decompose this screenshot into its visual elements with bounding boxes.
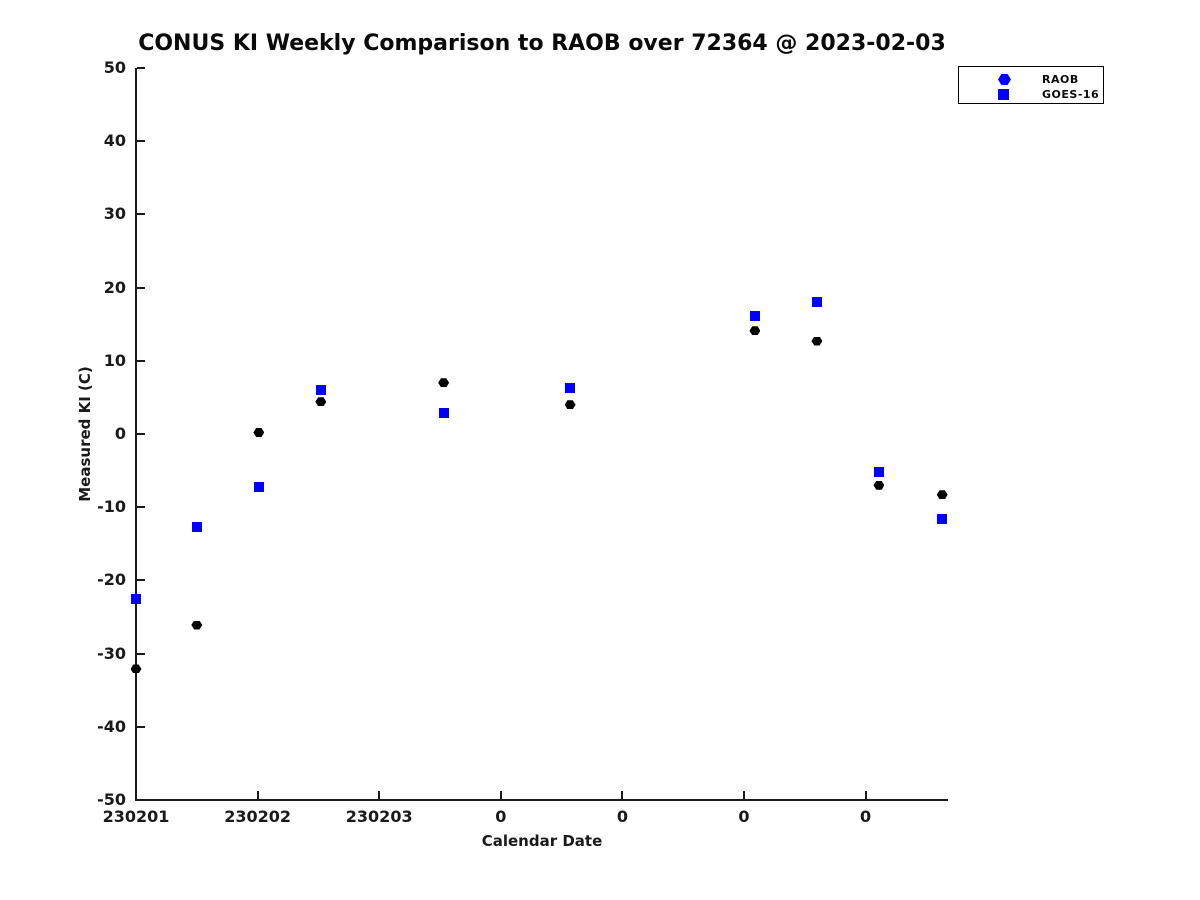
y-tick-label: -40 (97, 716, 126, 736)
x-tick-mark (378, 791, 381, 799)
y-tick-mark (137, 652, 145, 655)
x-tick-mark (499, 791, 502, 799)
x-tick-mark (135, 791, 137, 799)
x-tick-mark (256, 791, 259, 799)
y-axis-spine (135, 68, 137, 801)
x-axis-spine (135, 799, 948, 801)
y-tick-mark (137, 359, 145, 362)
raob-data-point (315, 397, 327, 407)
y-tick-label: 40 (103, 131, 126, 151)
y-tick-mark (137, 725, 145, 728)
goes-16-data-point (253, 481, 264, 492)
raob-data-point (191, 620, 203, 630)
chart-title: CONUS KI Weekly Comparison to RAOB over … (138, 31, 946, 56)
goes-16-data-point (191, 521, 202, 532)
raob-hexagon-icon (998, 74, 1011, 85)
goes-16-data-point (811, 297, 822, 308)
goes-16-data-point (565, 382, 576, 393)
goes-16-data-point (315, 385, 326, 396)
goes-16-square-icon (998, 89, 1009, 100)
goes-16-data-point (131, 594, 141, 605)
y-tick-mark (137, 506, 145, 509)
x-tick-label: 230201 (102, 807, 170, 826)
y-tick-mark (137, 579, 145, 582)
x-tick-mark (743, 791, 745, 799)
y-tick-mark (137, 799, 145, 801)
x-tick-mark (621, 791, 624, 799)
y-tick-label: 20 (103, 277, 126, 297)
y-tick-label: -50 (97, 790, 126, 809)
x-tick-label: 0 (738, 807, 750, 826)
raob-data-point (253, 428, 265, 438)
y-tick-mark (137, 433, 145, 435)
raob-data-point (130, 664, 142, 674)
x-tick-label: 0 (495, 807, 507, 826)
legend-box: RAOB GOES-16 (958, 66, 1104, 104)
x-tick-label: 230203 (345, 807, 413, 826)
y-tick-label: 30 (103, 204, 126, 224)
raob-data-point (936, 490, 948, 500)
raob-data-point (749, 326, 761, 336)
y-tick-label: -20 (97, 570, 126, 590)
y-tick-label: 0 (114, 424, 126, 443)
y-tick-mark (137, 67, 145, 69)
raob-data-point (811, 336, 823, 346)
y-tick-mark (137, 286, 145, 289)
goes-16-data-point (438, 407, 449, 418)
goes-16-data-point (873, 467, 884, 478)
x-tick-label: 0 (616, 807, 628, 826)
x-tick-mark (864, 791, 867, 799)
y-tick-mark (137, 140, 145, 143)
x-tick-label: 230202 (224, 807, 291, 826)
legend-label-raob: RAOB (1042, 73, 1079, 86)
raob-data-point (873, 480, 885, 490)
y-tick-mark (137, 213, 145, 216)
x-axis-label: Calendar Date (481, 832, 603, 850)
raob-data-point (438, 378, 450, 388)
goes-16-data-point (749, 311, 760, 322)
x-tick-label: 0 (860, 807, 872, 826)
y-tick-label: 50 (103, 58, 126, 77)
y-tick-label: -30 (97, 643, 126, 663)
legend-label-goes-16: GOES-16 (1042, 88, 1100, 101)
legend-entry-raob: RAOB (959, 72, 1103, 87)
legend-entry-goes-16: GOES-16 (959, 87, 1103, 102)
y-tick-label: 10 (103, 350, 126, 370)
y-tick-label: -10 (97, 497, 126, 517)
y-axis-label: Measured KI (C) (76, 366, 94, 502)
raob-data-point (564, 400, 576, 410)
goes-16-data-point (937, 513, 948, 524)
